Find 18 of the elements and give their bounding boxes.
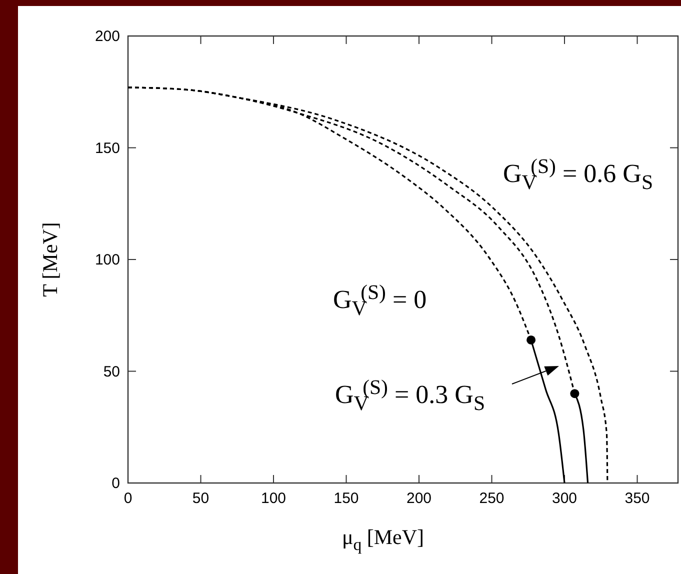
- x-tick-label: 250: [479, 490, 504, 507]
- y-tick-label: 100: [94, 252, 120, 268]
- y-tick-label: 0: [112, 475, 120, 492]
- y-axis-title: T [MeV]: [38, 222, 62, 297]
- annotation: G$_{V}$$^{(S)}$ = 0: [333, 280, 427, 320]
- annotation: G$_{V}$$^{(S)}$ = 0.6 G$_{S}$: [503, 154, 654, 194]
- x-tick-label: 200: [406, 490, 432, 507]
- x-tick-label: 300: [552, 490, 578, 507]
- x-tick-label: 350: [624, 490, 650, 507]
- x-tick-label: 100: [260, 490, 286, 507]
- x-tick-label: 50: [192, 490, 210, 507]
- y-tick-label: 150: [94, 140, 120, 157]
- y-tick-label: 50: [103, 363, 120, 380]
- x-tick-label: 0: [124, 490, 132, 507]
- y-tick-label: 200: [94, 28, 120, 45]
- x-axis-title: μ$_{q}$ [MeV]: [342, 525, 424, 554]
- x-tick-label: 150: [334, 490, 359, 507]
- annotation: G$_{V}$$^{(S)}$ = 0.3 G$_{S}$: [335, 376, 486, 416]
